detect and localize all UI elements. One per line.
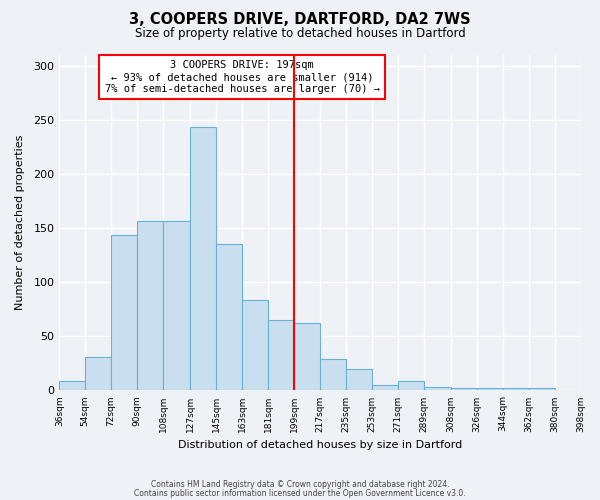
Bar	[398, 380, 424, 390]
Bar	[268, 320, 294, 390]
Text: Contains public sector information licensed under the Open Government Licence v3: Contains public sector information licen…	[134, 488, 466, 498]
Bar	[190, 128, 216, 390]
Bar	[294, 324, 320, 390]
Bar	[163, 220, 190, 390]
Bar	[85, 357, 111, 390]
Bar	[451, 388, 477, 390]
Bar	[111, 234, 137, 390]
Bar	[503, 388, 529, 390]
Text: Size of property relative to detached houses in Dartford: Size of property relative to detached ho…	[134, 28, 466, 40]
Bar	[242, 300, 268, 390]
Bar	[477, 388, 503, 390]
Bar	[137, 220, 163, 390]
Bar	[346, 369, 372, 390]
Bar	[424, 387, 451, 390]
Text: 3 COOPERS DRIVE: 197sqm
← 93% of detached houses are smaller (914)
7% of semi-de: 3 COOPERS DRIVE: 197sqm ← 93% of detache…	[104, 60, 380, 94]
Bar	[372, 385, 398, 390]
Text: Contains HM Land Registry data © Crown copyright and database right 2024.: Contains HM Land Registry data © Crown c…	[151, 480, 449, 489]
Bar	[216, 244, 242, 390]
Y-axis label: Number of detached properties: Number of detached properties	[15, 135, 25, 310]
Bar	[320, 359, 346, 390]
Text: 3, COOPERS DRIVE, DARTFORD, DA2 7WS: 3, COOPERS DRIVE, DARTFORD, DA2 7WS	[129, 12, 471, 28]
Bar	[529, 388, 554, 390]
Bar	[59, 380, 85, 390]
X-axis label: Distribution of detached houses by size in Dartford: Distribution of detached houses by size …	[178, 440, 462, 450]
